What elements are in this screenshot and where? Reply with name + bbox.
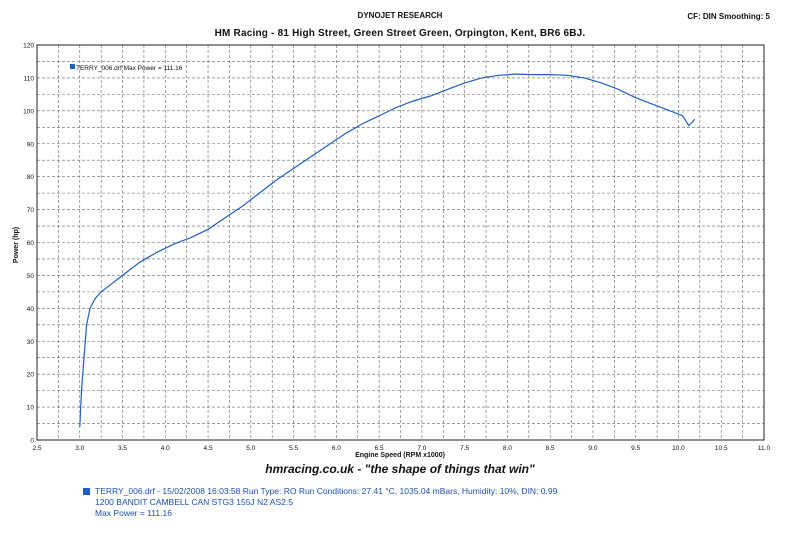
power-curve-line bbox=[79, 73, 696, 427]
x-tick-label: 3.5 bbox=[118, 445, 127, 452]
x-tick-label: 4.0 bbox=[161, 445, 170, 452]
x-tick-label: 4.5 bbox=[204, 445, 213, 452]
y-tick-label: 60 bbox=[27, 240, 35, 247]
y-tick-label: 90 bbox=[27, 141, 35, 148]
x-tick-label: 5.5 bbox=[289, 445, 298, 452]
dynojet-header: DYNOJET RESEARCH bbox=[357, 11, 443, 20]
y-tick-label: 50 bbox=[27, 273, 35, 280]
x-axis-label: Engine Speed (RPM x1000) bbox=[355, 452, 445, 459]
x-tick-label: 10.0 bbox=[672, 445, 685, 452]
y-tick-label: 40 bbox=[27, 306, 35, 313]
run-info-line: TERRY_006.drf - 15/02/2008 16:03:58 Run … bbox=[95, 486, 558, 496]
max-power-line: Max Power = 111.16 bbox=[95, 508, 172, 518]
legend-label: TERRY_006.drf Max Power = 111.16 bbox=[76, 65, 183, 72]
y-tick-label: 0 bbox=[30, 438, 34, 445]
tagline: hmracing.co.uk - "the shape of things th… bbox=[265, 462, 535, 476]
x-tick-label: 8.0 bbox=[503, 445, 512, 452]
x-tick-label: 11.0 bbox=[758, 445, 771, 452]
x-tick-label: 7.0 bbox=[417, 445, 426, 452]
x-tick-label: 8.5 bbox=[546, 445, 555, 452]
run-info-footer: TERRY_006.drf - 15/02/2008 16:03:58 Run … bbox=[83, 486, 557, 519]
y-tick-label: 70 bbox=[27, 207, 35, 214]
correction-factor-label: CF: DIN Smoothing: 5 bbox=[687, 12, 770, 21]
y-tick-label: 80 bbox=[27, 174, 35, 181]
y-tick-label: 30 bbox=[27, 339, 35, 346]
y-tick-label: 10 bbox=[27, 405, 35, 412]
y-tick-label: 20 bbox=[27, 372, 35, 379]
series-swatch bbox=[83, 488, 90, 495]
y-axis-label: Power (hp) bbox=[13, 227, 20, 263]
x-tick-label: 6.0 bbox=[332, 445, 341, 452]
x-tick-label: 5.0 bbox=[246, 445, 255, 452]
x-tick-label: 3.0 bbox=[75, 445, 84, 452]
y-tick-label: 100 bbox=[23, 108, 34, 115]
legend-swatch bbox=[70, 64, 75, 69]
plot-frame bbox=[36, 44, 765, 441]
tick-layer: 2.5 3.0 3.5 4.0 4.5 5.0 5.5 6.0 6.5 7.0 7.5 8.0 8.5 9… bbox=[23, 43, 770, 453]
x-tick-label: 6.5 bbox=[375, 445, 384, 452]
x-tick-label: 10.5 bbox=[715, 445, 728, 452]
x-tick-label: 7.5 bbox=[460, 445, 469, 452]
y-tick-label: 110 bbox=[24, 75, 35, 82]
bike-description: 1200 BANDIT CAMBELL CAN STG3 155J N2 AS2… bbox=[95, 497, 293, 507]
y-tick-label: 120 bbox=[23, 43, 34, 50]
chart-header-title: HM Racing - 81 High Street, Green Street… bbox=[214, 28, 586, 39]
x-tick-label: 2.5 bbox=[32, 445, 41, 452]
grid-layer bbox=[37, 45, 764, 440]
x-tick-label: 9.0 bbox=[588, 445, 597, 452]
x-tick-label: 9.5 bbox=[631, 445, 640, 452]
